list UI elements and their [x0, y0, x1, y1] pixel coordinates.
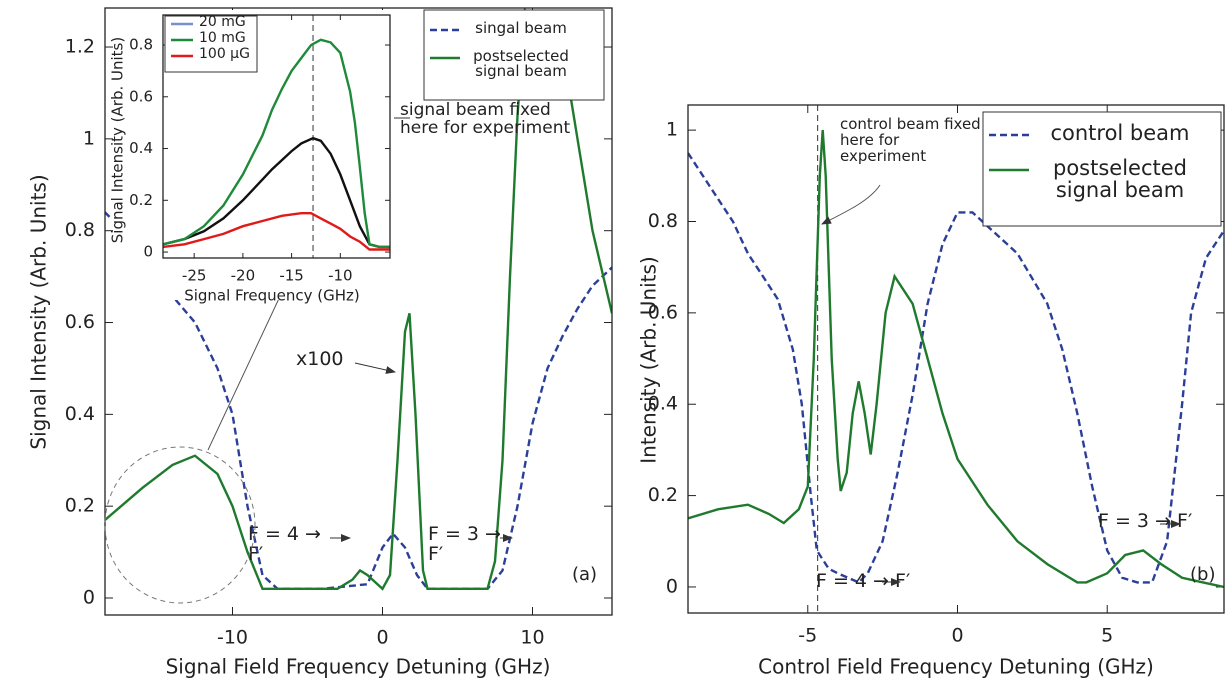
- plot-frame: [162, 14, 391, 259]
- series-line: [163, 136, 390, 249]
- inset: -25 -20 -15 -10 0 0.2 0.4 0.6 0.8 Signal Frequenc…: [109, 10, 394, 305]
- x-tick-label: 10: [520, 626, 544, 648]
- legend-label: 20 mG: [199, 15, 246, 31]
- y-tick-label: 1: [666, 119, 678, 141]
- annotation: (b): [1190, 566, 1216, 585]
- legend-label-box: control beam: [1050, 121, 1190, 145]
- annotation: F = 4 → F′: [816, 572, 911, 592]
- legend-label: control beam: [1050, 121, 1190, 145]
- y-axis-label: Intensity (Arb. Units): [637, 256, 661, 463]
- legend-label-box: singal beam: [475, 20, 567, 37]
- y-tick-label: 0.4: [65, 403, 95, 425]
- annotation: signal beam fixed here for experiment: [400, 102, 571, 138]
- x-tick-label: -20: [231, 267, 256, 285]
- x-tick-label: 0: [376, 626, 388, 648]
- legend-label-box: 20 mG: [199, 15, 246, 31]
- x-axis-label: Signal Field Frequency Detuning (GHz): [166, 655, 551, 679]
- annotation: F = 3 → F′: [428, 525, 501, 565]
- y-tick-label: 0.4: [648, 393, 678, 415]
- annotation-box: x100: [296, 350, 344, 370]
- x-axis-label: Control Field Frequency Detuning (GHz): [758, 655, 1154, 679]
- x-tick-label: 0: [951, 624, 963, 646]
- y-tick-label: 0: [83, 587, 95, 609]
- y-tick-label: 0: [143, 243, 153, 261]
- legend-label-box: postselected signal beam: [1053, 156, 1187, 203]
- x-tick-label: -10: [328, 267, 353, 285]
- y-tick-label: 0.4: [129, 139, 153, 157]
- legend-label: 10 mG: [199, 31, 246, 47]
- y-tick-label: 1: [83, 127, 95, 149]
- y-tick-label: 0.6: [65, 311, 95, 333]
- y-tick-label: 0: [666, 575, 678, 597]
- x-tick-label: 5: [1101, 624, 1113, 646]
- highlight-ellipse: [104, 446, 256, 604]
- panel-a: -10 0 10 0 0.2 0.4 0.6 0.8 1 1.2 Signal Field Freq…: [27, 7, 613, 679]
- annotation: control beam fixed here for experiment: [840, 117, 981, 165]
- legend-box: [423, 9, 605, 101]
- series-line: [688, 152, 1224, 584]
- plot-frame: [104, 7, 613, 616]
- legend-label: 100 μG: [199, 47, 250, 63]
- legend-label: postselected signal beam: [473, 48, 569, 81]
- y-tick-label: 0.6: [648, 301, 678, 323]
- annotation-box: F = 4 → F′: [816, 572, 911, 592]
- legend-label-box: 100 μG: [199, 47, 250, 63]
- x-axis-label: Signal Frequency (GHz): [184, 287, 360, 305]
- series-line: [163, 38, 390, 249]
- annotation-box: F = 3 → F′: [428, 525, 501, 565]
- arrow: [354, 362, 396, 374]
- y-axis-label: Signal Intensity (Arb. Units): [27, 174, 51, 449]
- series-line: [105, 211, 612, 590]
- annotation: F = 3 → F′: [1098, 512, 1193, 532]
- annotation-box: signal beam fixed here for experiment: [400, 102, 571, 138]
- annotation-box: F = 3 → F′: [1098, 512, 1193, 532]
- y-tick-label: 0.6: [129, 87, 153, 105]
- x-tick-label: -15: [279, 267, 304, 285]
- series-line: [163, 212, 390, 251]
- x-tick-label: -25: [182, 267, 207, 285]
- annotation: x100: [296, 350, 344, 370]
- x-tick-label: -10: [217, 626, 248, 648]
- y-tick-label: 0.2: [129, 191, 153, 209]
- annotation-box: (a): [572, 566, 598, 585]
- legend-label: postselected signal beam: [1053, 156, 1187, 203]
- y-tick-label: 0.8: [648, 210, 678, 232]
- y-tick-label: 0.8: [65, 219, 95, 241]
- annotation-box: control beam fixed here for experiment: [840, 117, 981, 165]
- plot-frame: [687, 104, 1225, 614]
- arrow: [207, 274, 291, 451]
- annotation-box: F = 4 → F′: [248, 525, 321, 565]
- y-tick-label: 0.8: [129, 36, 153, 54]
- annotation: F = 4 → F′: [248, 525, 321, 565]
- y-tick-label: 0.2: [65, 495, 95, 517]
- legend-label-box: 10 mG: [199, 31, 246, 47]
- annotation: (a): [572, 566, 598, 585]
- x-tick-label: -5: [798, 624, 817, 646]
- arrow: [821, 184, 881, 225]
- legend-label: singal beam: [475, 20, 567, 37]
- y-tick-label: 1.2: [65, 36, 95, 58]
- legend-label-box: postselected signal beam: [473, 48, 569, 81]
- panel-b: -5 0 5 0 0.2 0.4 0.6 0.8 1 Control Field Frequenc…: [637, 104, 1225, 679]
- y-tick-label: 0.2: [648, 484, 678, 506]
- annotation-box: (b): [1190, 566, 1216, 585]
- y-axis-label: Signal Intensity (Arb. Units): [109, 37, 127, 243]
- series-line: [688, 130, 1224, 589]
- legend-box: [164, 15, 258, 73]
